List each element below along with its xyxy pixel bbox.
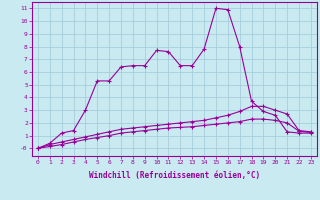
X-axis label: Windchill (Refroidissement éolien,°C): Windchill (Refroidissement éolien,°C) bbox=[89, 171, 260, 180]
